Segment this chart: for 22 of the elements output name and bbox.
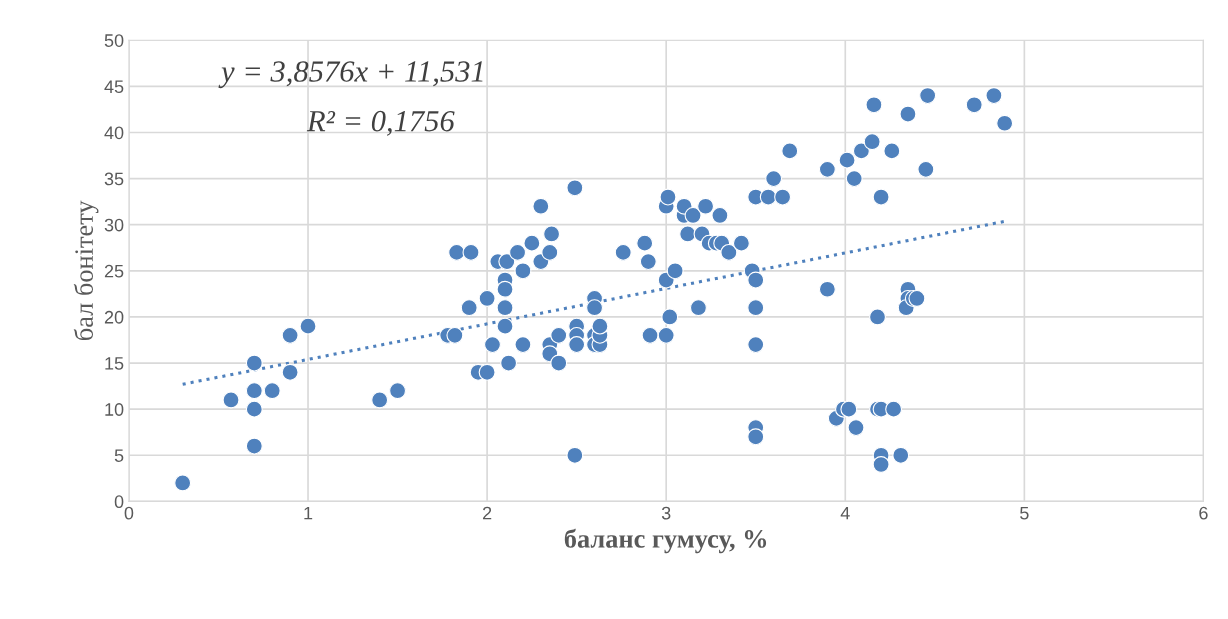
x-tick-label: 4 bbox=[840, 506, 850, 520]
y-tick-label: 10 bbox=[105, 403, 124, 416]
x-tick-label: 0 bbox=[124, 506, 134, 520]
y-tick-label: 0 bbox=[114, 495, 124, 509]
x-tick-label: 2 bbox=[482, 506, 492, 520]
y-tick-label: 50 bbox=[104, 34, 124, 47]
x-tick-label: 1 bbox=[304, 506, 313, 520]
y-tick-label: 35 bbox=[104, 172, 124, 186]
x-axis-title: баланс гумусу, % bbox=[564, 528, 767, 554]
y-tick-label: 20 bbox=[104, 310, 124, 324]
y-tick-label: 30 bbox=[104, 218, 124, 232]
y-tick-label: 40 bbox=[104, 126, 124, 140]
y-tick-label: 5 bbox=[114, 449, 124, 462]
y-tick-label: 15 bbox=[105, 357, 124, 370]
y-tick-label: 45 bbox=[104, 80, 124, 94]
x-tick-label: 3 bbox=[661, 506, 671, 520]
y-axis-title: бал бонітету bbox=[73, 200, 99, 340]
annotation: R² = 0,1756 bbox=[306, 110, 455, 136]
annotation: y = 3,8576x + 11,531 bbox=[218, 61, 483, 89]
x-tick-label: 6 bbox=[1199, 506, 1208, 520]
y-tick-label: 25 bbox=[104, 264, 124, 278]
x-tick-label: 5 bbox=[1020, 506, 1029, 520]
